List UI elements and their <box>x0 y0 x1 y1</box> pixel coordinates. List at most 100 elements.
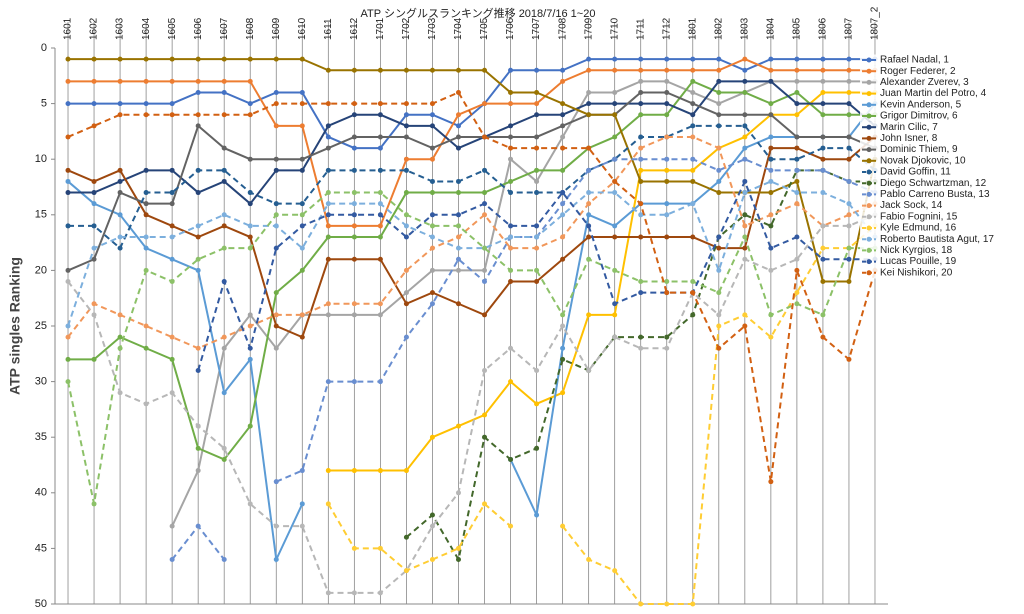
point <box>65 356 71 362</box>
point <box>143 245 149 251</box>
point <box>403 223 409 229</box>
point <box>169 112 175 118</box>
point <box>586 67 592 73</box>
point <box>325 301 331 307</box>
point <box>820 56 826 62</box>
series <box>65 178 878 329</box>
point <box>534 401 540 407</box>
legend-label: Roberto Bautista Agut, 17 <box>880 234 994 245</box>
point <box>768 223 774 229</box>
point <box>169 234 175 240</box>
point <box>429 223 435 229</box>
point <box>846 245 852 251</box>
legend-label: David Goffin, 11 <box>880 167 951 178</box>
legend-marker <box>866 135 872 141</box>
legend-label: Nick Kyrgios, 18 <box>880 245 953 256</box>
point <box>169 78 175 84</box>
legend-bg <box>860 177 1016 189</box>
legend-label: Kevin Anderson, 5 <box>880 99 962 110</box>
point <box>638 56 644 62</box>
point <box>195 523 201 529</box>
point <box>91 78 97 84</box>
point <box>586 212 592 218</box>
point <box>221 112 227 118</box>
point <box>794 156 800 162</box>
y-tick-label: 20 <box>35 264 47 276</box>
legend-bg <box>860 200 1016 212</box>
point <box>560 234 566 240</box>
point <box>508 279 514 285</box>
point <box>768 134 774 140</box>
point <box>65 56 71 62</box>
x-tick-label: 1704 <box>453 17 464 40</box>
point <box>299 312 305 318</box>
point <box>482 245 488 251</box>
point <box>716 123 722 129</box>
point <box>716 145 722 151</box>
point <box>690 112 696 118</box>
point <box>351 223 357 229</box>
x-tick-label: 1804 <box>766 17 777 40</box>
point <box>325 256 331 262</box>
point <box>846 67 852 73</box>
point <box>195 167 201 173</box>
point <box>560 356 566 362</box>
y-tick-label: 30 <box>35 376 47 388</box>
series-line <box>67 191 875 505</box>
point <box>455 145 461 151</box>
point <box>664 601 670 607</box>
point <box>560 523 566 529</box>
point <box>221 56 227 62</box>
point <box>534 245 540 251</box>
series-line <box>67 180 876 327</box>
legend-bg <box>860 88 1016 100</box>
point <box>273 89 279 95</box>
point <box>612 234 618 240</box>
point <box>820 279 826 285</box>
point <box>351 190 357 196</box>
point <box>325 468 331 474</box>
point <box>508 245 514 251</box>
legend-marker <box>866 203 872 209</box>
point <box>247 501 253 507</box>
point <box>143 201 149 207</box>
point <box>143 345 149 351</box>
series <box>65 134 878 340</box>
point <box>534 167 540 173</box>
point <box>716 234 722 240</box>
point <box>195 468 201 474</box>
point <box>325 223 331 229</box>
legend-bg <box>860 99 1016 111</box>
point <box>560 112 566 118</box>
legend-label: Lucas Pouille, 19 <box>880 256 957 267</box>
point <box>768 479 774 485</box>
point <box>846 134 852 140</box>
point <box>91 245 97 251</box>
point <box>508 379 514 385</box>
point <box>195 123 201 129</box>
y-tick-label: 25 <box>35 320 47 332</box>
x-tick-label: 1604 <box>141 17 152 40</box>
point <box>429 434 435 440</box>
point <box>221 212 227 218</box>
legend-bg <box>860 110 1016 122</box>
x-tick-label: 1606 <box>193 17 204 40</box>
point <box>65 279 71 285</box>
point <box>690 78 696 84</box>
point <box>612 178 618 184</box>
point <box>221 279 227 285</box>
point <box>508 345 514 351</box>
point <box>247 201 253 207</box>
point <box>455 256 461 262</box>
point <box>247 323 253 329</box>
point <box>560 123 566 129</box>
point <box>690 67 696 73</box>
legend-label: Kyle Edmund, 16 <box>880 223 957 234</box>
point <box>664 279 670 285</box>
legend-marker <box>866 180 872 186</box>
point <box>560 323 566 329</box>
point <box>534 512 540 518</box>
point <box>742 56 748 62</box>
point <box>65 134 71 140</box>
point <box>560 345 566 351</box>
